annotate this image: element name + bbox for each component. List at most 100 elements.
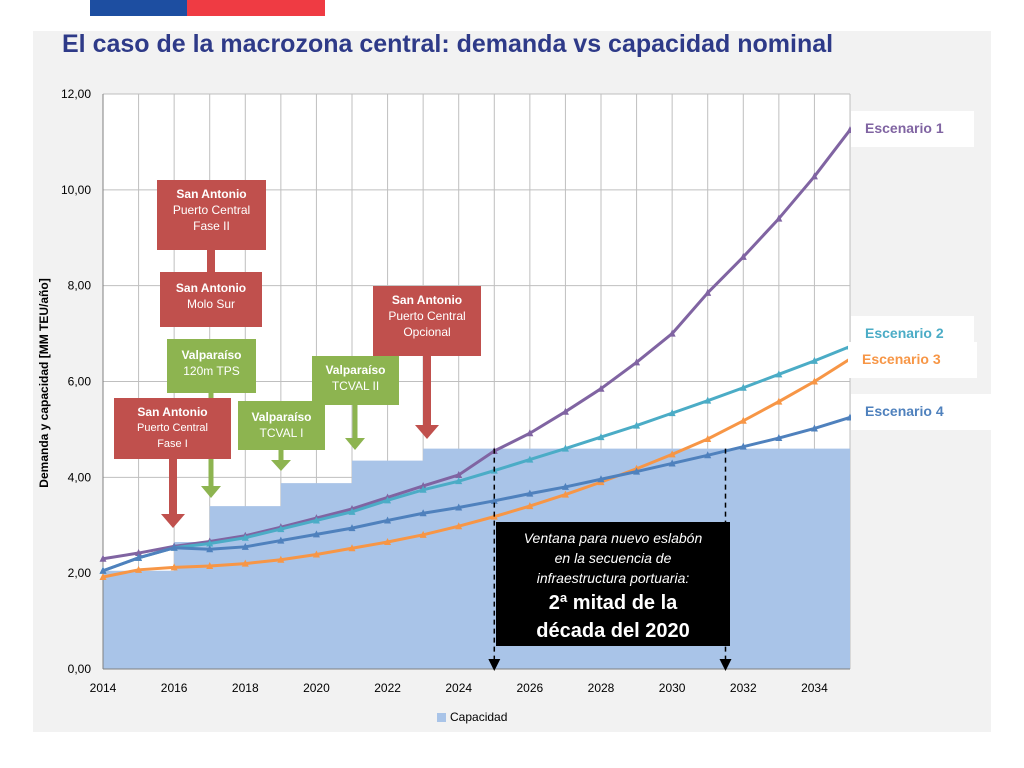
point-escenario1 <box>526 429 534 437</box>
y-tick-label: 10,00 <box>61 183 91 197</box>
point-escenario4 <box>135 553 143 561</box>
series-line-escenario1 <box>102 129 852 561</box>
label-escenario-4: Escenario 4 <box>851 394 991 430</box>
annotation-sa-pc-fase2: San Antonio Puerto Central Fase II <box>157 180 266 250</box>
point-escenario1 <box>633 358 641 366</box>
point-escenario3 <box>739 416 747 424</box>
arrow-fase1-head <box>161 514 185 528</box>
y-tick-label: 6,00 <box>68 375 92 389</box>
point-escenario1 <box>135 549 143 557</box>
label-escenario-1: Escenario 1 <box>851 111 974 147</box>
point-escenario1 <box>99 554 107 562</box>
arrow-tcval2-head <box>345 438 365 450</box>
point-escenario2 <box>633 421 641 429</box>
point-escenario4 <box>312 530 320 538</box>
arrow-opcional-head <box>415 425 439 439</box>
x-tick-label: 2030 <box>659 681 686 695</box>
arrow-tcval1-shaft <box>278 450 284 460</box>
arrow-opcional-shaft <box>423 356 431 425</box>
point-escenario3 <box>348 544 356 552</box>
point-escenario4 <box>99 566 107 574</box>
point-escenario2 <box>277 525 285 533</box>
window-text-5: década del 2020 <box>536 620 690 642</box>
point-escenario4 <box>170 543 178 551</box>
point-escenario3 <box>668 450 676 458</box>
point-escenario4 <box>739 442 747 450</box>
point-escenario1 <box>561 407 569 415</box>
label-escenario-3: Escenario 3 <box>848 342 977 378</box>
point-escenario4 <box>241 542 249 550</box>
point-escenario4 <box>633 467 641 475</box>
arrow-fase2-connector-shaft <box>207 250 215 272</box>
point-escenario3 <box>135 565 143 573</box>
point-escenario2 <box>561 444 569 452</box>
point-escenario2 <box>704 396 712 404</box>
point-escenario1 <box>810 172 818 180</box>
point-escenario4 <box>704 451 712 459</box>
x-tick-label: 2026 <box>517 681 544 695</box>
point-escenario2 <box>241 533 249 541</box>
point-escenario3 <box>419 530 427 538</box>
point-escenario3 <box>455 522 463 530</box>
window-text-3: infraestructura portuaria: <box>536 570 690 586</box>
point-escenario2 <box>775 370 783 378</box>
arrow-tcval1-head <box>271 460 291 471</box>
point-escenario1 <box>775 214 783 222</box>
y-tick-label: 0,00 <box>68 662 92 676</box>
window-callout: Ventana para nuevo eslabón en la secuenc… <box>496 522 730 646</box>
arrow-fase1-shaft <box>169 459 177 514</box>
point-escenario2 <box>668 409 676 417</box>
point-escenario1 <box>419 481 427 489</box>
window-text-2: en la secuencia de <box>554 550 672 566</box>
point-escenario2 <box>384 496 392 504</box>
x-tick-label: 2032 <box>730 681 757 695</box>
legend-capacity-label: Capacidad <box>450 710 508 724</box>
annotation-sa-pc-opcional: San Antonio Puerto Central Opcional <box>373 286 481 356</box>
x-tick-label: 2024 <box>445 681 472 695</box>
annotation-sa-molo-sur: San Antonio Molo Sur <box>160 272 262 327</box>
point-escenario4 <box>597 475 605 483</box>
point-escenario4 <box>775 434 783 442</box>
point-escenario2 <box>348 507 356 515</box>
point-escenario4 <box>277 536 285 544</box>
x-tick-label: 2014 <box>90 681 117 695</box>
arrow-tcval2-shaft <box>352 405 358 438</box>
point-escenario4 <box>455 503 463 511</box>
series-line-escenario2 <box>102 345 851 573</box>
y-tick-label: 2,00 <box>68 566 92 580</box>
point-escenario2 <box>739 383 747 391</box>
x-tick-label: 2020 <box>303 681 330 695</box>
point-escenario4 <box>348 524 356 532</box>
slide-title: El caso de la macrozona central: demanda… <box>62 30 834 58</box>
point-escenario1 <box>739 252 747 260</box>
point-escenario2 <box>455 477 463 485</box>
point-escenario3 <box>312 550 320 558</box>
y-tick-label: 4,00 <box>68 470 92 484</box>
annotation-sa-pc-fase1: San Antonio Puerto Central Fase I <box>114 398 231 459</box>
point-escenario1 <box>668 329 676 337</box>
point-escenario3 <box>99 573 107 580</box>
point-escenario2 <box>597 433 605 441</box>
point-escenario1 <box>455 470 463 478</box>
point-escenario4 <box>561 482 569 490</box>
x-tick-label: 2022 <box>374 681 401 695</box>
point-escenario3 <box>241 559 249 567</box>
point-escenario3 <box>561 490 569 498</box>
arrow-120m-head <box>201 486 221 498</box>
point-escenario3 <box>810 377 818 385</box>
point-escenario2 <box>526 455 534 463</box>
point-escenario2 <box>419 485 427 493</box>
x-tick-label: 2034 <box>801 681 828 695</box>
y-tick-label: 12,00 <box>61 87 91 101</box>
point-escenario3 <box>384 538 392 546</box>
point-escenario2 <box>206 539 214 547</box>
point-escenario4 <box>419 509 427 517</box>
point-escenario3 <box>704 435 712 442</box>
annotation-valp-120m: Valparaíso 120m TPS <box>167 339 256 393</box>
annotation-valp-tcval2: Valparaíso TCVAL II <box>312 356 399 405</box>
x-tick-label: 2028 <box>588 681 615 695</box>
point-escenario3 <box>277 555 285 563</box>
point-escenario4 <box>668 459 676 467</box>
legend-capacity-swatch <box>437 712 446 722</box>
flag-blue-stripe <box>90 0 187 16</box>
